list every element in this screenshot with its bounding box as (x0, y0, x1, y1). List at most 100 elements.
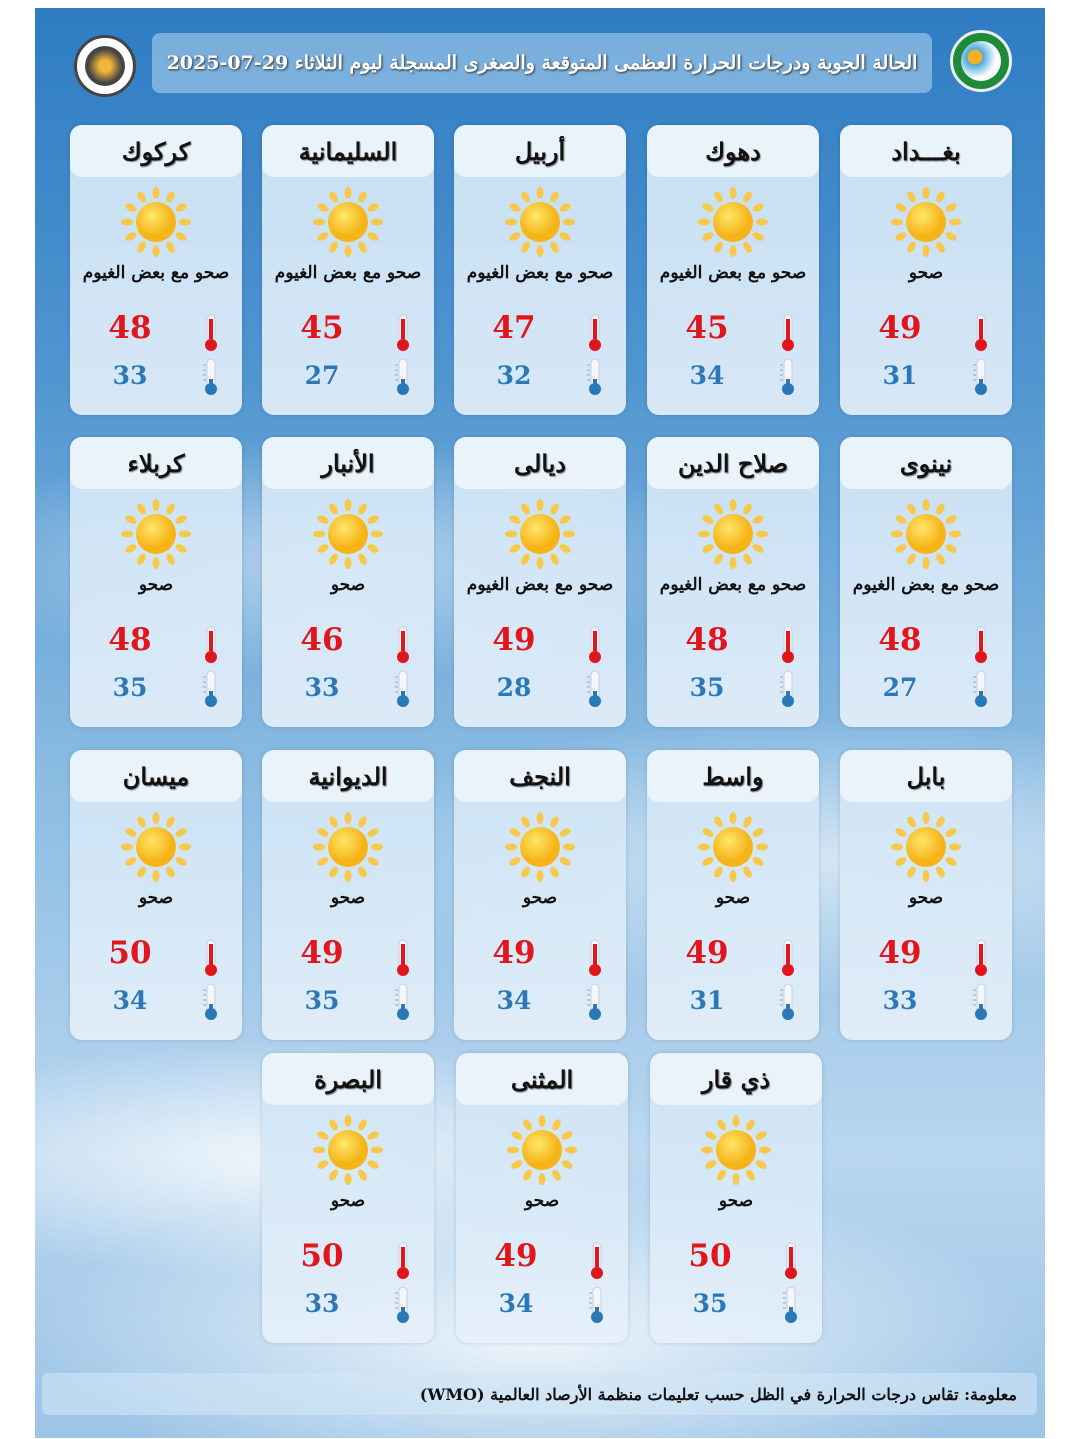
thermometer-hot-icon (392, 625, 414, 665)
weather-condition: صحو (908, 888, 944, 908)
sun-icon (313, 1115, 383, 1185)
weather-condition: صحو مع بعض الغيوم (659, 575, 807, 595)
thermometer-cold-icon (780, 1285, 802, 1325)
page-title: الحالة الجوية ودرجات الحرارة العظمى المت… (152, 33, 932, 93)
thermometer-hot-icon (777, 313, 799, 353)
thermometer-hot-icon (586, 1241, 608, 1281)
min-temperature: 27 (304, 361, 340, 390)
agency-logo (74, 35, 136, 97)
weather-condition: صحو (330, 1191, 366, 1211)
thermometer-cold-icon (200, 982, 222, 1022)
city-card: ذي قار صحو 50 35 (650, 1053, 822, 1343)
max-temperature: 50 (108, 935, 152, 971)
thermometer-cold-icon (586, 1285, 608, 1325)
thermometer-hot-icon (970, 938, 992, 978)
city-card: الأنبار صحو 46 33 (262, 437, 434, 727)
min-temperature: 31 (689, 986, 725, 1015)
thermometer-hot-icon (584, 313, 606, 353)
city-name: كركوك (70, 125, 242, 177)
min-temperature: 35 (112, 673, 148, 702)
min-temperature: 34 (498, 1289, 534, 1318)
max-temperature: 49 (300, 935, 344, 971)
min-temperature: 33 (882, 986, 918, 1015)
max-temperature: 48 (108, 622, 152, 658)
thermometer-cold-icon (970, 982, 992, 1022)
min-temperature: 33 (304, 1289, 340, 1318)
sun-icon (121, 499, 191, 569)
weather-condition: صحو مع بعض الغيوم (852, 575, 1000, 595)
city-card: الديوانية صحو 49 35 (262, 750, 434, 1040)
thermometer-hot-icon (392, 313, 414, 353)
thermometer-cold-icon (777, 357, 799, 397)
min-temperature: 35 (304, 986, 340, 1015)
min-temperature: 31 (882, 361, 918, 390)
weather-condition: صحو (522, 888, 558, 908)
city-card: بغـــداد صحو 49 31 (840, 125, 1012, 415)
min-temperature: 34 (112, 986, 148, 1015)
thermometer-cold-icon (584, 669, 606, 709)
thermometer-hot-icon (970, 625, 992, 665)
thermometer-hot-icon (777, 938, 799, 978)
city-name: كربلاء (70, 437, 242, 489)
sun-icon (507, 1115, 577, 1185)
weather-condition: صحو (908, 263, 944, 283)
weather-condition: صحو (138, 888, 174, 908)
max-temperature: 45 (300, 310, 344, 346)
max-temperature: 49 (492, 622, 536, 658)
thermometer-cold-icon (392, 982, 414, 1022)
min-temperature: 34 (496, 986, 532, 1015)
max-temperature: 49 (878, 935, 922, 971)
sun-icon (698, 187, 768, 257)
thermometer-cold-icon (200, 669, 222, 709)
city-name: ميسان (70, 750, 242, 802)
city-card: النجف صحو 49 34 (454, 750, 626, 1040)
sun-icon (698, 812, 768, 882)
city-card: دهوك صحو مع بعض الغيوم 45 34 (647, 125, 819, 415)
weather-condition: صحو مع بعض الغيوم (466, 263, 614, 283)
min-temperature: 33 (304, 673, 340, 702)
max-temperature: 48 (878, 622, 922, 658)
city-name: بغـــداد (840, 125, 1012, 177)
max-temperature: 48 (108, 310, 152, 346)
weather-condition: صحو مع بعض الغيوم (659, 263, 807, 283)
weather-condition: صحو (138, 575, 174, 595)
city-name: البصرة (262, 1053, 434, 1105)
city-card: بابل صحو 49 33 (840, 750, 1012, 1040)
city-card: أربيل صحو مع بعض الغيوم 47 32 (454, 125, 626, 415)
weather-condition: صحو مع بعض الغيوم (82, 263, 230, 283)
max-temperature: 49 (492, 935, 536, 971)
max-temperature: 49 (878, 310, 922, 346)
thermometer-hot-icon (200, 625, 222, 665)
thermometer-hot-icon (777, 625, 799, 665)
sun-icon (313, 499, 383, 569)
min-temperature: 35 (692, 1289, 728, 1318)
sun-icon (313, 812, 383, 882)
thermometer-cold-icon (584, 982, 606, 1022)
thermometer-cold-icon (200, 357, 222, 397)
thermometer-hot-icon (200, 313, 222, 353)
city-name: الديوانية (262, 750, 434, 802)
city-card: نينوى صحو مع بعض الغيوم 48 27 (840, 437, 1012, 727)
thermometer-cold-icon (392, 1285, 414, 1325)
sun-icon (505, 812, 575, 882)
sun-icon (891, 499, 961, 569)
city-name: واسط (647, 750, 819, 802)
min-temperature: 34 (689, 361, 725, 390)
min-temperature: 35 (689, 673, 725, 702)
min-temperature: 28 (496, 673, 532, 702)
thermometer-hot-icon (584, 938, 606, 978)
city-card: ديالى صحو مع بعض الغيوم 49 28 (454, 437, 626, 727)
sun-icon (891, 812, 961, 882)
sun-icon (313, 187, 383, 257)
city-name: ديالى (454, 437, 626, 489)
city-card: البصرة صحو 50 33 (262, 1053, 434, 1343)
weather-condition: صحو مع بعض الغيوم (274, 263, 422, 283)
meteorology-logo (950, 30, 1012, 92)
weather-condition: صحو (330, 575, 366, 595)
sun-icon (891, 187, 961, 257)
city-name: الأنبار (262, 437, 434, 489)
sun-icon (505, 499, 575, 569)
max-temperature: 46 (300, 622, 344, 658)
thermometer-cold-icon (777, 669, 799, 709)
city-name: النجف (454, 750, 626, 802)
